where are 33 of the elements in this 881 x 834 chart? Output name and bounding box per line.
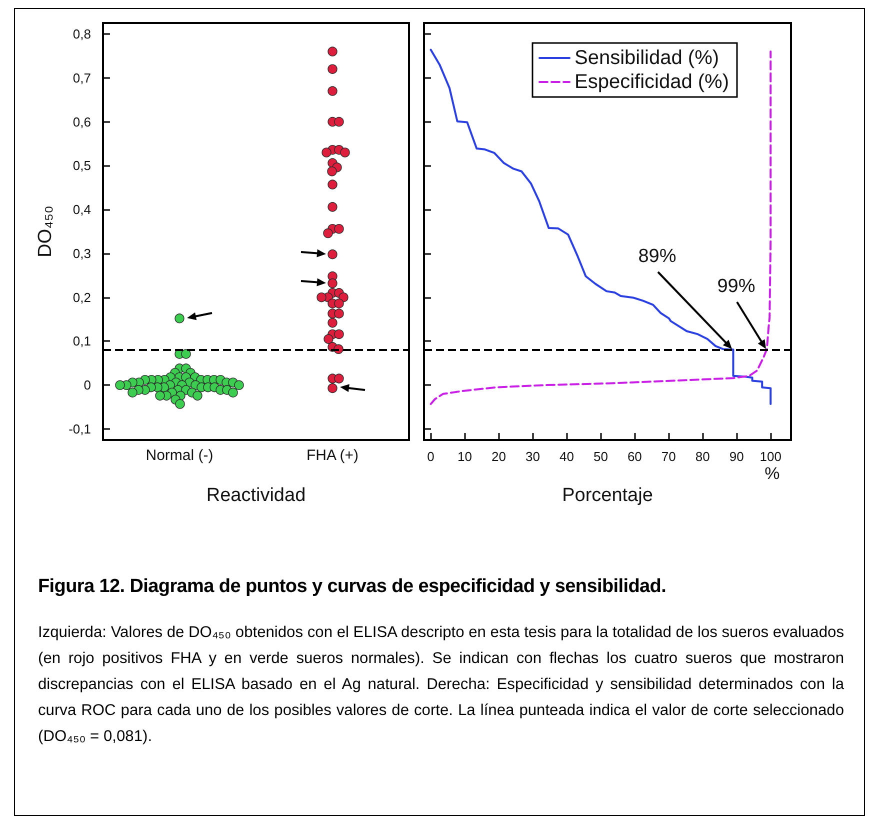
y-tick-label: 0,7 — [72, 70, 91, 86]
annotation: 89% — [638, 246, 676, 268]
text: % — [764, 464, 780, 484]
y-axis-title: DO₄₅₀ — [35, 206, 56, 258]
x-tick-label: 50 — [593, 449, 608, 464]
y-tick-label: 0 — [84, 378, 91, 393]
y-tick-label: 0,2 — [72, 290, 91, 305]
x-axis-title: Reactividad — [206, 485, 306, 506]
legend-label: Sensibilidad (%) — [574, 47, 720, 69]
x-tick-label: 20 — [492, 449, 506, 464]
x-tick-label: 70 — [661, 449, 676, 464]
x-tick-label: 10 — [458, 449, 472, 464]
x-tick-label: Normal (-) — [146, 447, 214, 464]
x-tick-label: FHA (+) — [306, 447, 359, 464]
y-tick-label: -0,1 — [68, 422, 91, 437]
y-tick-label: 0,5 — [72, 158, 91, 174]
annotation: 99% — [717, 276, 756, 298]
x-tick-label: 40 — [559, 449, 574, 464]
x-tick-label: 90 — [729, 449, 744, 464]
x-tick-label: 100 — [760, 449, 782, 464]
legend-label: Especificidad (%) — [574, 71, 730, 93]
y-tick-label: 0,8 — [72, 26, 91, 42]
y-tick-label: 0,3 — [72, 246, 91, 261]
y-tick-label: 0,4 — [72, 202, 91, 218]
x-axis-title: Porcentaje — [562, 485, 653, 506]
x-tick-label: 30 — [526, 449, 540, 464]
x-tick-label: 60 — [627, 449, 642, 464]
y-tick-label: 0,6 — [72, 114, 91, 130]
x-tick-label: 0 — [427, 449, 434, 464]
x-tick-label: 80 — [695, 449, 710, 464]
y-tick-label: 0,1 — [72, 334, 91, 349]
text: Figura 12. Diagrama de puntos y curvas de especificidad y sensibilidad. — [38, 576, 668, 598]
text: Izquierda: Valores de DO₄₅₀ obtenidos con el ELISA descripto en esta tesis para la totalidad de los sueros evaluados (en rojo positivos FHA y en verde sueros normales). Se indican con flechas los cuatro sueros que mostraron discrepancias con el ELISA basado en el Ag natural. Derecha: Especificidad y sensibilidad determinados con la curva ROC para cada uno de los posibles valores de corte. La línea punteada indica el valor de corte seleccionado (DO₄₅₀ = 0,081). — [38, 623, 844, 747]
